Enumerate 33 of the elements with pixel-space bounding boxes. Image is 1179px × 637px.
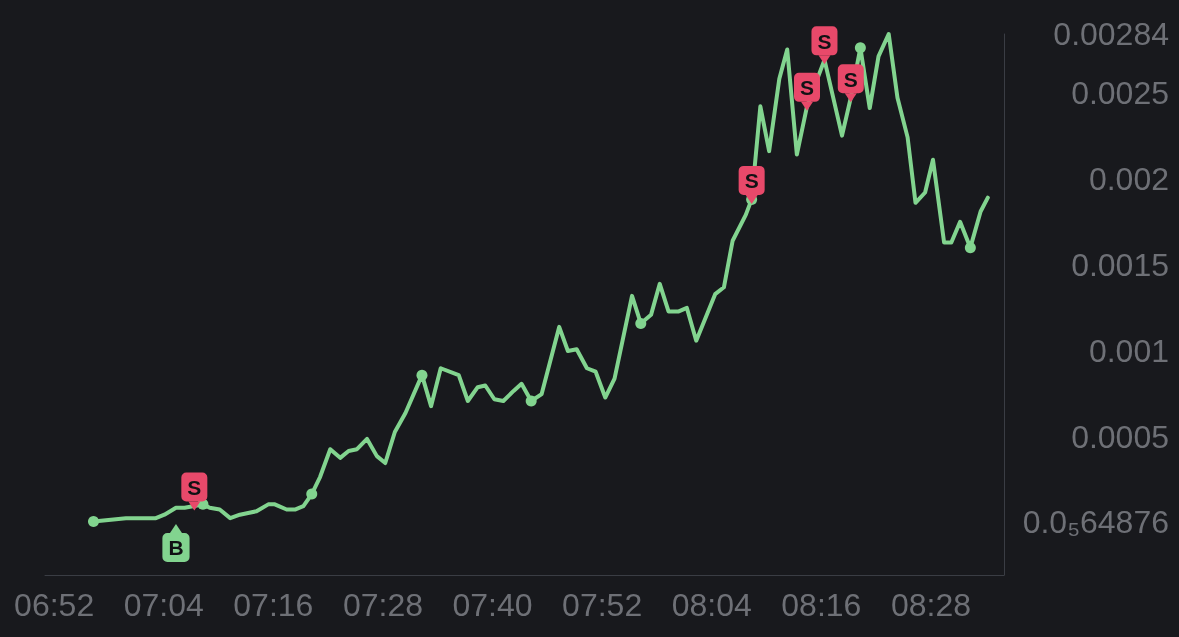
x-tick-label: 08:28 (890, 587, 971, 623)
x-tick-label: 08:16 (781, 587, 862, 623)
text: S (817, 29, 832, 53)
x-tick-label: 07:04 (123, 587, 204, 623)
point (964, 242, 976, 254)
y-tick-label: 0.0025 (1071, 74, 1169, 111)
x-tick-label: 07:16 (233, 587, 314, 623)
point (169, 523, 182, 533)
x-tick-label: 07:28 (342, 587, 423, 623)
legend-label: S (843, 67, 858, 91)
x-tick-label: 07:40 (452, 587, 533, 623)
point (800, 101, 813, 111)
y-tick-label: 0.0005 (1071, 419, 1169, 456)
text: S (799, 76, 814, 100)
y-tick-label: 0.002 (1088, 160, 1169, 197)
y-tick-label: 0.00284 (1053, 16, 1169, 52)
y-tick-label: 0.0015 (1071, 246, 1169, 283)
point (416, 369, 428, 381)
y-tick-label: 0.001 (1088, 333, 1169, 370)
text: S (187, 476, 202, 500)
text: S (744, 169, 759, 193)
point (844, 93, 857, 103)
x-tick-label: 08:04 (671, 587, 752, 623)
point (88, 516, 99, 528)
point (525, 395, 537, 407)
point (306, 488, 318, 500)
x-tick-label: 07:52 (562, 587, 643, 623)
point (818, 55, 831, 65)
x-tick-label: 06:52 (14, 587, 95, 623)
y-tick-label: 0.0₅64876 (1022, 504, 1169, 541)
point (635, 317, 647, 329)
series-label: B (168, 536, 184, 560)
point (854, 42, 866, 54)
